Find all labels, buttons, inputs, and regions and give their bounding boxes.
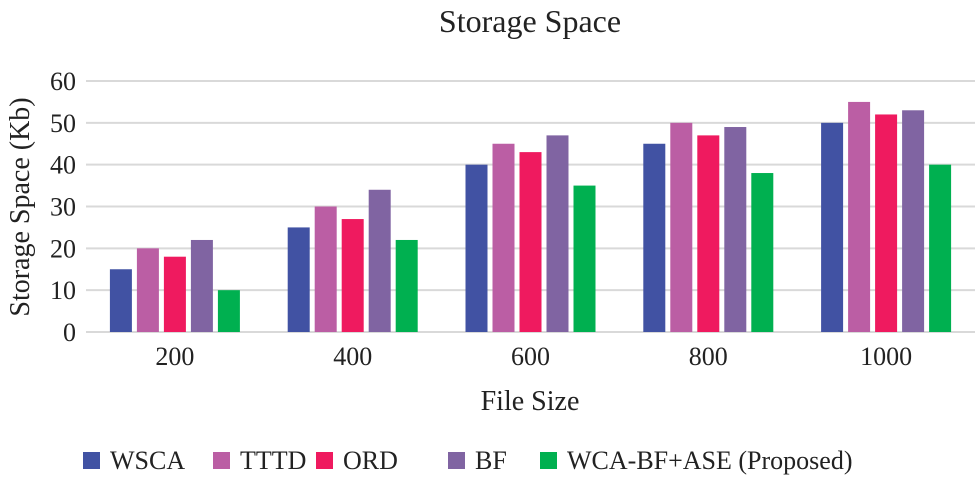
bar-ord-800	[697, 135, 720, 332]
legend-item: WCA-BF+ASE (Proposed)	[540, 446, 853, 475]
x-tick-label: 600	[511, 342, 550, 371]
bar-tttd-1000	[848, 101, 871, 333]
bar-tttd-400	[314, 206, 337, 332]
legend-item: TTTD	[213, 446, 306, 475]
legend-swatch	[316, 452, 333, 469]
bar-bf-600	[546, 135, 569, 332]
bar-wsca-1000	[821, 122, 844, 332]
x-tick-label: 1000	[860, 342, 912, 371]
bar-ord-200	[163, 256, 186, 332]
bar-wsca-400	[287, 227, 310, 332]
bar-tttd-800	[670, 122, 693, 332]
y-tick-label: 30	[50, 193, 76, 222]
y-tick-label: 20	[50, 234, 76, 263]
bar-bf-1000	[902, 110, 925, 333]
bar-bf-800	[724, 127, 747, 333]
bar-ord-1000	[875, 114, 898, 332]
bar-ord-400	[341, 219, 364, 332]
legend-label: BF	[475, 446, 507, 475]
legend-swatch	[83, 452, 100, 469]
legend-label: WSCA	[110, 446, 185, 475]
bar-wca-bf-ase-proposed--1000	[929, 164, 952, 332]
x-tick-label: 200	[155, 342, 194, 371]
bar-wsca-200	[109, 269, 132, 332]
legend-swatch	[213, 452, 230, 469]
bar-wca-bf-ase-proposed--800	[751, 173, 774, 332]
y-tick-label: 10	[50, 276, 76, 305]
legend-item: BF	[448, 446, 507, 475]
legend-label: WCA-BF+ASE (Proposed)	[567, 446, 853, 475]
legend-label: TTTD	[240, 446, 306, 475]
bar-wsca-600	[465, 164, 488, 332]
legend-item: WSCA	[83, 446, 185, 475]
bar-wca-bf-ase-proposed--400	[395, 239, 418, 332]
x-tick-label: 800	[689, 342, 728, 371]
bar-wsca-800	[643, 143, 666, 332]
bar-bf-400	[368, 189, 391, 332]
legend-item: ORD	[316, 446, 398, 475]
bar-ord-600	[519, 152, 542, 332]
x-tick-label: 400	[333, 342, 372, 371]
bar-wca-bf-ase-proposed--600	[573, 185, 596, 332]
bar-tttd-600	[492, 143, 515, 332]
bar-wca-bf-ase-proposed--200	[217, 290, 240, 332]
legend-label: ORD	[343, 446, 398, 475]
bar-bf-200	[190, 239, 213, 332]
legend-swatch	[448, 452, 465, 469]
y-axis-label: Storage Space (Kb)	[5, 97, 36, 316]
chart-title: Storage Space	[439, 3, 621, 39]
y-tick-label: 60	[50, 67, 76, 96]
legend-swatch	[540, 452, 557, 469]
y-tick-label: 50	[50, 109, 76, 138]
y-tick-label: 40	[50, 151, 76, 180]
bar-tttd-200	[136, 248, 159, 332]
x-axis-label: File Size	[481, 386, 580, 417]
y-tick-label: 0	[63, 318, 76, 347]
